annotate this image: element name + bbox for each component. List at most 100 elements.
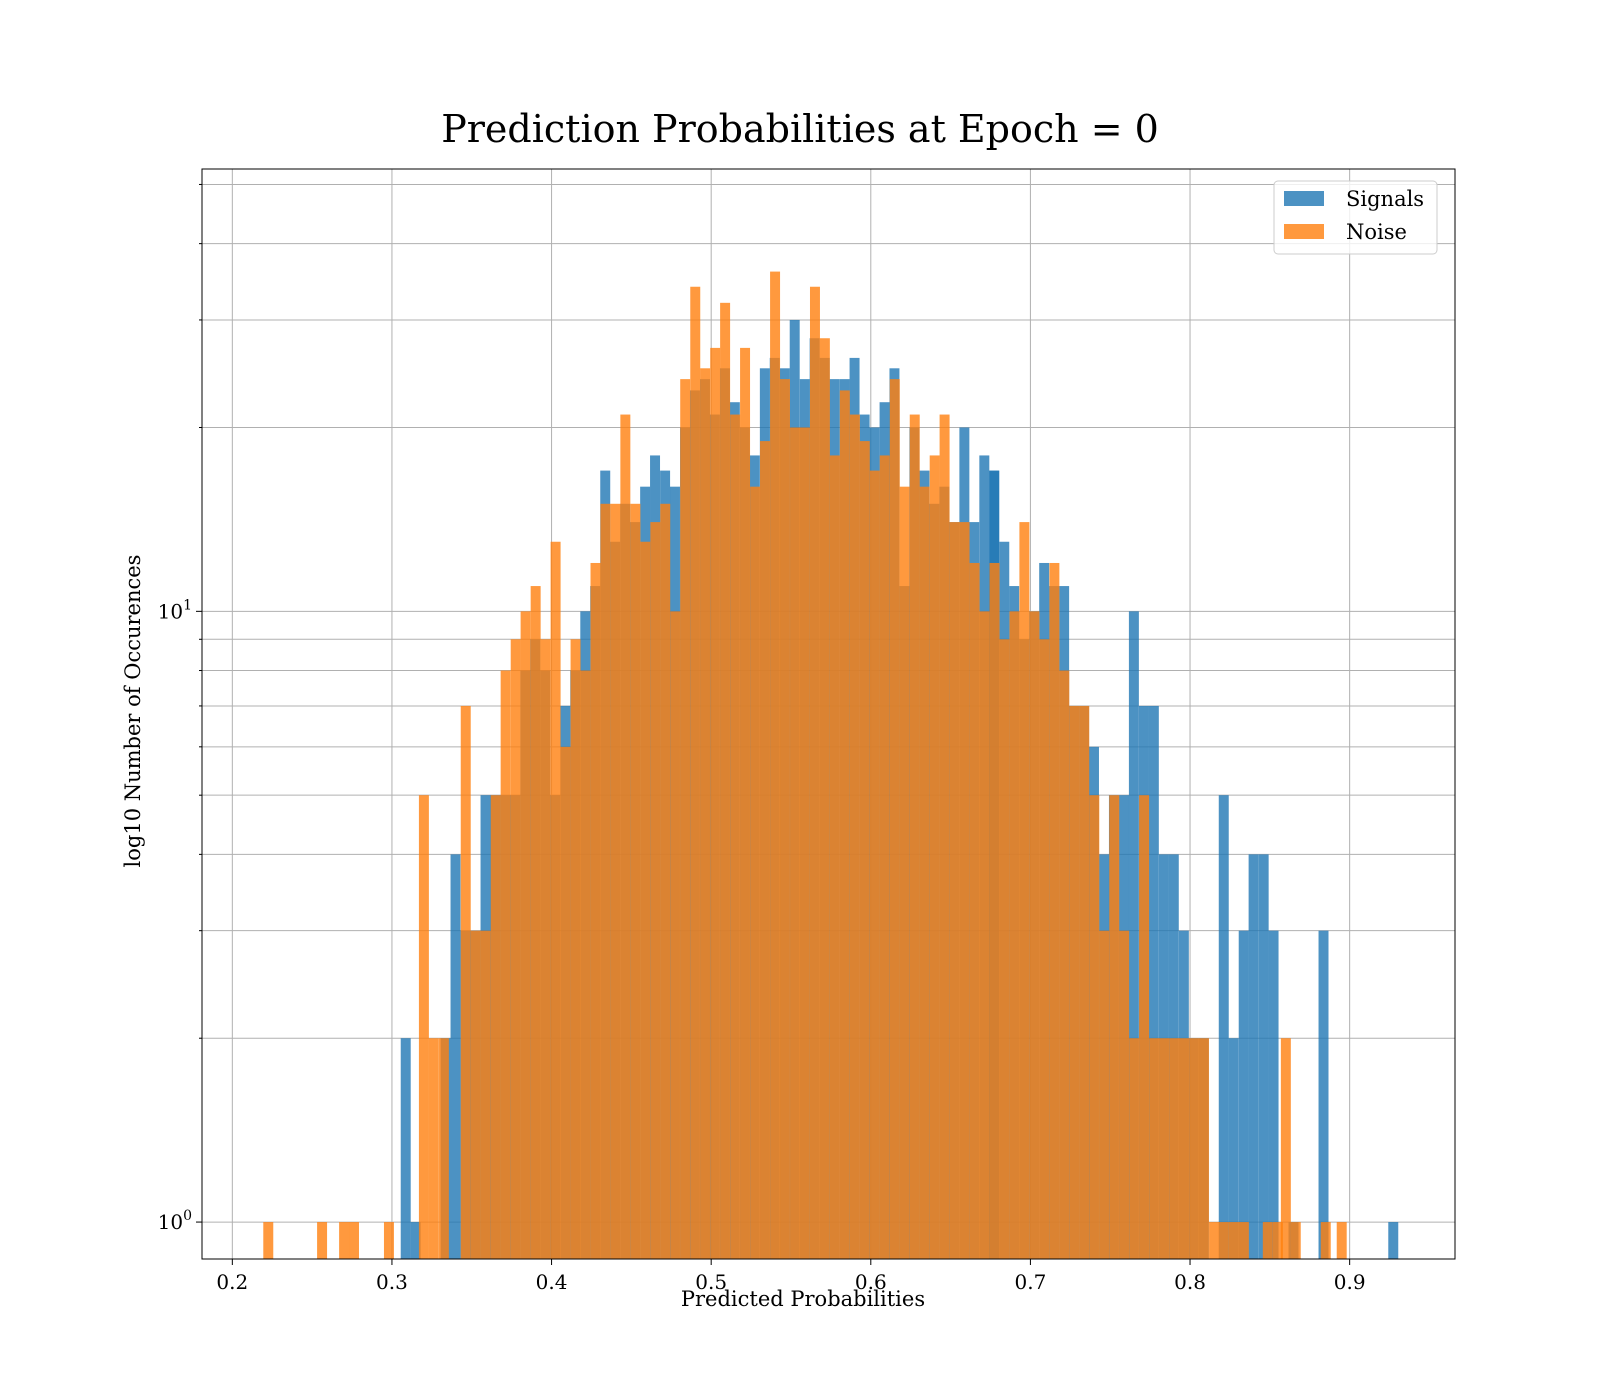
- noise-bars: [263, 271, 1347, 1260]
- noise-bar: [690, 286, 701, 1259]
- signals-bar: [1268, 930, 1279, 1259]
- signals-bar: [1318, 930, 1329, 1259]
- noise-bar: [480, 930, 491, 1259]
- noise-bar: [799, 427, 810, 1259]
- noise-bar: [839, 390, 850, 1259]
- noise-bar: [779, 379, 790, 1259]
- x-tick-label: 0.8: [1174, 1270, 1206, 1294]
- y-axis-label: log10 Number of Occurences: [121, 555, 145, 868]
- legend-label-noise: Noise: [1346, 220, 1407, 244]
- noise-bar: [530, 586, 541, 1259]
- chart-title: Prediction Probabilities at Epoch = 0: [441, 107, 1159, 151]
- noise-bar: [1059, 670, 1070, 1259]
- noise-bar: [1049, 562, 1060, 1259]
- x-tick-label: 0.4: [536, 1270, 568, 1294]
- noise-bar: [859, 441, 870, 1259]
- noise-bar: [720, 302, 731, 1260]
- noise-bar: [317, 1222, 328, 1259]
- noise-bar: [849, 414, 860, 1260]
- noise-bar: [1320, 1222, 1331, 1259]
- legend-swatch-noise: [1284, 224, 1324, 239]
- noise-bar: [919, 486, 930, 1259]
- noise-bar: [710, 347, 721, 1259]
- noise-bar: [620, 414, 631, 1260]
- noise-bar: [349, 1222, 359, 1259]
- noise-bar: [540, 639, 551, 1259]
- noise-bar: [1109, 795, 1120, 1259]
- x-tick-label: 0.3: [376, 1270, 408, 1294]
- noise-bar: [809, 286, 820, 1259]
- noise-bar: [969, 562, 980, 1259]
- noise-bar: [1169, 1038, 1180, 1259]
- noise-bar: [580, 670, 591, 1259]
- noise-bar: [490, 795, 501, 1259]
- signals-bar: [1258, 854, 1269, 1259]
- noise-bar: [1209, 1222, 1220, 1259]
- y-tick-label: 100: [158, 1208, 192, 1234]
- noise-bar: [590, 562, 601, 1259]
- signals-bar: [450, 854, 461, 1259]
- signals-bar: [1248, 854, 1259, 1259]
- noise-bar: [989, 562, 1000, 1259]
- noise-bar: [610, 503, 621, 1259]
- noise-bar: [1189, 1038, 1200, 1259]
- noise-bar: [520, 611, 531, 1259]
- x-tick-label: 0.5: [695, 1270, 727, 1294]
- noise-bar: [740, 347, 751, 1259]
- signals-bar: [1228, 1038, 1239, 1259]
- x-axis-label: Predicted Probabilities: [681, 1287, 925, 1311]
- noise-bar: [1198, 1038, 1209, 1259]
- noise-bar: [1280, 1038, 1291, 1259]
- noise-bar: [1029, 611, 1040, 1259]
- noise-bar: [939, 414, 950, 1260]
- noise-bar: [700, 368, 711, 1259]
- signals-bar: [1238, 930, 1249, 1259]
- noise-bar: [1039, 639, 1050, 1259]
- noise-bar: [1069, 705, 1080, 1259]
- noise-bar: [909, 414, 920, 1260]
- x-tick-label: 0.9: [1334, 1270, 1366, 1294]
- noise-bar: [670, 611, 681, 1259]
- noise-bar: [1129, 1038, 1140, 1259]
- plot-frame: [201, 168, 1456, 1260]
- x-tick-label: 0.6: [855, 1270, 887, 1294]
- noise-bar: [438, 1038, 449, 1259]
- noise-bar: [760, 441, 771, 1259]
- noise-bar: [1139, 795, 1150, 1259]
- noise-bar: [770, 271, 781, 1260]
- noise-bar: [1149, 1038, 1160, 1259]
- noise-bar: [383, 1222, 394, 1259]
- noise-bar: [630, 503, 641, 1259]
- noise-bar: [650, 522, 661, 1259]
- x-tick-label: 0.7: [1015, 1270, 1047, 1294]
- noise-bar: [680, 379, 691, 1259]
- noise-bar: [263, 1222, 274, 1259]
- noise-bar: [1089, 795, 1100, 1259]
- noise-bar: [550, 541, 561, 1259]
- noise-bar: [1179, 1038, 1189, 1259]
- noise-bar: [979, 611, 990, 1259]
- signals-bar: [410, 1222, 421, 1259]
- noise-bar: [600, 503, 611, 1259]
- noise-bar: [829, 455, 840, 1260]
- x-tick-label: 0.2: [216, 1270, 248, 1294]
- noise-bar: [500, 670, 511, 1259]
- noise-bar: [570, 639, 581, 1259]
- noise-bar: [1290, 1222, 1301, 1259]
- noise-bar: [418, 795, 429, 1259]
- y-tick-label: 101: [158, 597, 192, 623]
- signals-bar: [1128, 611, 1139, 1259]
- noise-bar: [750, 486, 761, 1259]
- noise-bar: [428, 1038, 439, 1259]
- axis-ticks: 0.2 0.3 0.4 0.5 0.6 0.7 0.8 0.9 100 101: [158, 183, 1366, 1294]
- noise-bar: [949, 522, 960, 1259]
- noise-bar: [1238, 1222, 1249, 1259]
- noise-bar: [1079, 705, 1090, 1259]
- noise-bar: [660, 503, 671, 1259]
- noise-bar: [1119, 930, 1130, 1259]
- plot-area: 0.2 0.3 0.4 0.5 0.6 0.7 0.8 0.9 100 101: [158, 168, 1456, 1294]
- legend-swatch-signals: [1284, 191, 1324, 206]
- noise-bar: [899, 486, 910, 1259]
- noise-bar: [1099, 930, 1110, 1259]
- noise-bar: [889, 379, 900, 1259]
